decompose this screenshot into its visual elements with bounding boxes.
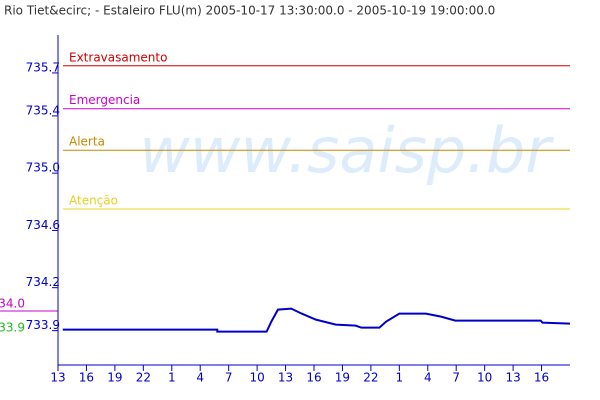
x-tick-label: 10 <box>477 371 492 385</box>
x-tick-label: 1 <box>168 371 176 385</box>
x-tick-label: 1 <box>396 371 404 385</box>
y-tick-label: 735.0 <box>26 161 60 175</box>
y-tick-label: 733.9 <box>26 318 60 332</box>
y-tick-label: 734.6 <box>26 218 60 232</box>
x-tick-label: 19 <box>335 371 350 385</box>
x-tick-label: 13 <box>50 371 65 385</box>
x-tick-label: 16 <box>306 371 321 385</box>
x-tick-label: 10 <box>249 371 264 385</box>
threshold-label: Alerta <box>69 135 105 149</box>
x-tick-label: 7 <box>452 371 460 385</box>
y-tick-label: 735.7 <box>26 60 60 74</box>
x-tick-label: 16 <box>534 371 549 385</box>
side-label: 33.9 <box>0 321 25 335</box>
chart-title: Rio Tiet&ecirc; - Estaleiro FLU(m) 2005-… <box>4 4 495 18</box>
x-tick-label: 4 <box>424 371 432 385</box>
x-tick-label: 22 <box>136 371 151 385</box>
x-tick-label: 7 <box>225 371 233 385</box>
x-tick-label: 13 <box>278 371 293 385</box>
y-tick-label: 734.2 <box>26 275 60 289</box>
x-tick-label: 19 <box>107 371 122 385</box>
side-label: 34.0 <box>0 297 25 311</box>
threshold-label: Emergencia <box>69 93 140 107</box>
x-tick-label: 16 <box>79 371 94 385</box>
x-tick-label: 13 <box>505 371 520 385</box>
x-tick-label: 22 <box>363 371 378 385</box>
x-tick-label: 4 <box>196 371 204 385</box>
data-line <box>62 307 571 333</box>
threshold-label: Extravasamento <box>69 50 167 64</box>
y-tick-label: 735.4 <box>26 103 60 117</box>
threshold-label: Atenção <box>69 193 118 207</box>
